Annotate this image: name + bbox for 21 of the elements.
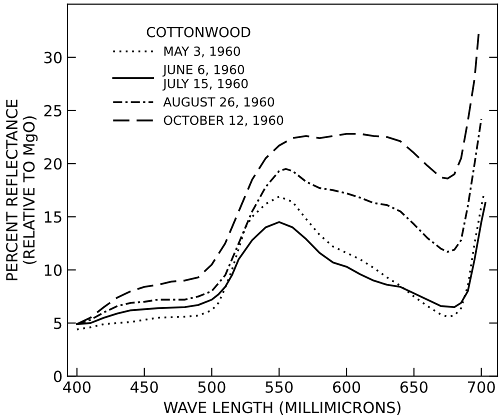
legend-title: COTTONWOOD	[146, 26, 250, 38]
y-axis-title: PERCENT REFLECTANCE (RELATIVE TO MgO)	[6, 100, 38, 280]
x-tick-label: 450	[130, 381, 158, 393]
x-tick-label: 400	[63, 381, 90, 393]
y-tick-label: 5	[54, 318, 62, 330]
y-tick-label: 25	[44, 104, 62, 116]
y-tick-label: 20	[44, 158, 62, 170]
x-tick-label: 550	[266, 381, 293, 393]
x-tick-label: 700	[468, 381, 495, 393]
legend-label: MAY 3, 1960	[164, 46, 240, 58]
y-tick-label: 30	[44, 52, 62, 64]
x-tick-label: 600	[333, 381, 360, 393]
legend-label: JUNE 6, 1960 JULY 15, 1960	[162, 64, 248, 91]
legend-label: AUGUST 26, 1960	[163, 97, 274, 108]
legend-label: OCTOBER 12, 1960	[164, 116, 284, 126]
x-tick-label: 500	[198, 381, 226, 393]
y-tick-label: 0	[54, 370, 62, 382]
y-tick-label: 10	[44, 264, 62, 276]
y-tick-label: 15	[44, 211, 62, 223]
x-tick-label: 650	[400, 381, 428, 393]
x-axis-title: WAVE LENGTH (MILLIMICRONS)	[164, 401, 400, 416]
